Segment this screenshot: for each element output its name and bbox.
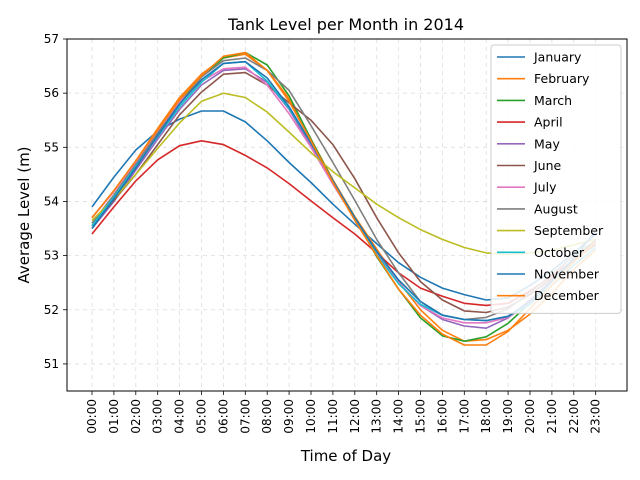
x-tick-label: 01:00 xyxy=(107,399,121,434)
legend-label: November xyxy=(534,267,600,282)
x-tick-label: 13:00 xyxy=(370,399,384,434)
y-tick-label: 57 xyxy=(44,32,59,46)
x-tick-label: 18:00 xyxy=(479,399,493,434)
x-tick-label: 02:00 xyxy=(129,399,143,434)
chart-title: Tank Level per Month in 2014 xyxy=(227,15,464,34)
x-tick-label: 14:00 xyxy=(392,399,406,434)
y-axis-title: Average Level (m) xyxy=(15,146,33,283)
y-tick-label: 54 xyxy=(44,194,59,208)
y-tick-label: 56 xyxy=(44,86,59,100)
y-axis: 51 52 53 54 55 56 57 xyxy=(44,32,67,371)
legend-label: June xyxy=(533,158,562,173)
legend-label: October xyxy=(534,245,585,260)
legend-label: July xyxy=(533,180,557,195)
legend-label: February xyxy=(534,71,590,86)
x-tick-label: 23:00 xyxy=(589,399,603,434)
legend: January February March April May June July Augu… xyxy=(490,44,622,314)
legend-label: August xyxy=(534,201,578,216)
x-tick-label: 16:00 xyxy=(435,399,449,434)
legend-label: December xyxy=(534,288,600,303)
y-tick-label: 51 xyxy=(44,357,59,371)
x-tick-label: 12:00 xyxy=(348,399,362,434)
x-tick-label: 04:00 xyxy=(173,399,187,434)
legend-label: September xyxy=(534,223,604,238)
x-tick-label: 06:00 xyxy=(216,399,230,434)
legend-box xyxy=(490,44,622,314)
x-tick-label: 08:00 xyxy=(260,399,274,434)
x-tick-label: 11:00 xyxy=(326,399,340,434)
legend-label: January xyxy=(533,50,582,65)
x-tick-label: 09:00 xyxy=(282,399,296,434)
x-tick-label: 20:00 xyxy=(523,399,537,434)
legend-label: April xyxy=(534,115,563,130)
x-axis: 00:00 01:00 02:00 03:00 04:00 05:00 06:00 07:00… xyxy=(85,391,603,434)
legend-label: May xyxy=(534,136,560,151)
x-tick-label: 15:00 xyxy=(414,399,428,434)
x-tick-label: 22:00 xyxy=(567,399,581,434)
x-tick-label: 05:00 xyxy=(195,399,209,434)
y-tick-label: 53 xyxy=(44,249,59,263)
x-tick-label: 17:00 xyxy=(457,399,471,434)
y-tick-label: 55 xyxy=(44,140,59,154)
plot-frame xyxy=(66,38,628,392)
x-tick-label: 00:00 xyxy=(85,399,99,434)
series-line-december xyxy=(91,51,597,346)
x-tick-label: 21:00 xyxy=(545,399,559,434)
x-tick-label: 07:00 xyxy=(238,399,252,434)
y-tick-label: 52 xyxy=(44,303,59,317)
x-tick-label: 19:00 xyxy=(501,399,515,434)
legend-label: March xyxy=(534,93,572,108)
x-tick-label: 03:00 xyxy=(151,399,165,434)
x-tick-label: 10:00 xyxy=(304,399,318,434)
x-axis-title: Time of Day xyxy=(300,447,391,465)
